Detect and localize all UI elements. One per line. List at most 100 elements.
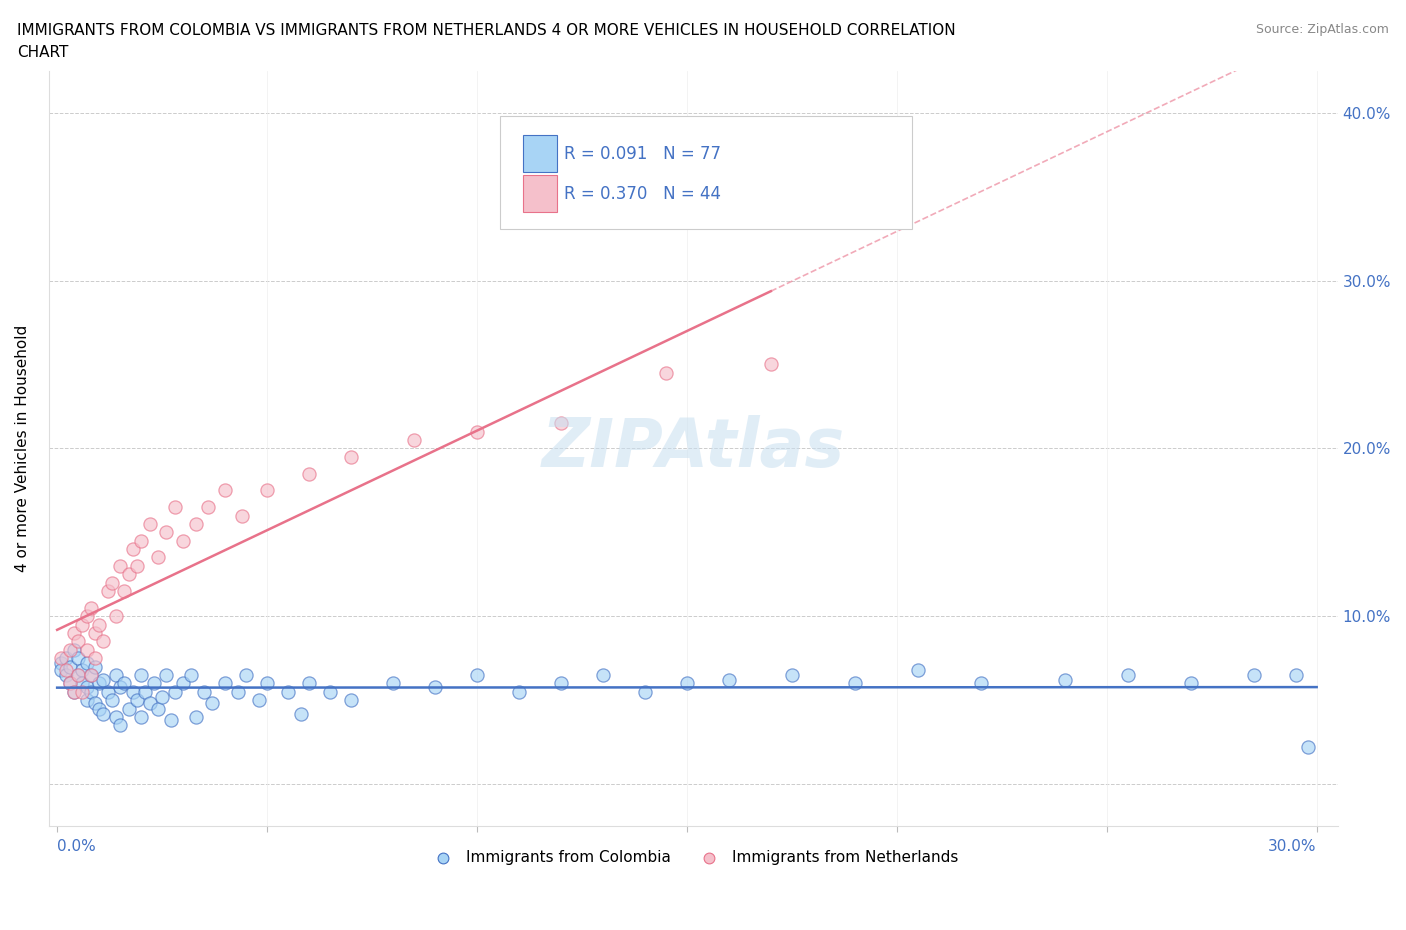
Point	[180, 668, 202, 683]
Point	[80, 601, 103, 616]
Point	[125, 558, 148, 573]
Point	[142, 676, 165, 691]
Point	[256, 483, 278, 498]
Text: ZIPAtlas: ZIPAtlas	[541, 416, 845, 482]
Point	[844, 676, 866, 691]
Point	[214, 676, 236, 691]
Point	[235, 668, 257, 683]
Point	[129, 533, 152, 548]
Text: IMMIGRANTS FROM COLOMBIA VS IMMIGRANTS FROM NETHERLANDS 4 OR MORE VEHICLES IN HO: IMMIGRANTS FROM COLOMBIA VS IMMIGRANTS F…	[17, 23, 956, 38]
Point	[84, 651, 107, 666]
Point	[340, 449, 363, 464]
Point	[172, 533, 194, 548]
Point	[465, 424, 488, 439]
Point	[298, 466, 321, 481]
Point	[51, 656, 73, 671]
Point	[402, 432, 425, 447]
Point	[907, 662, 929, 677]
Point	[117, 701, 139, 716]
Point	[163, 499, 186, 514]
Point	[55, 651, 77, 666]
Point	[104, 609, 127, 624]
Point	[256, 676, 278, 691]
Point	[214, 483, 236, 498]
Point	[226, 684, 249, 699]
Point	[247, 693, 270, 708]
Point	[319, 684, 342, 699]
Point	[72, 662, 94, 677]
Point	[72, 676, 94, 691]
Point	[63, 684, 86, 699]
Point	[104, 668, 127, 683]
Point	[72, 618, 94, 632]
Point	[1285, 668, 1308, 683]
Point	[655, 365, 678, 380]
Point	[550, 676, 572, 691]
Point	[676, 676, 699, 691]
Point	[121, 541, 143, 556]
Point	[172, 676, 194, 691]
Point	[76, 656, 98, 671]
Legend: Immigrants from Colombia, Immigrants from Netherlands: Immigrants from Colombia, Immigrants fro…	[422, 844, 965, 871]
Point	[84, 696, 107, 711]
Point	[84, 659, 107, 674]
FancyBboxPatch shape	[501, 116, 912, 230]
Point	[146, 550, 169, 565]
Point	[340, 693, 363, 708]
Point	[72, 684, 94, 699]
Point	[423, 679, 446, 694]
Point	[117, 566, 139, 581]
Point	[100, 576, 122, 591]
Point	[780, 668, 803, 683]
Point	[76, 643, 98, 658]
Point	[1296, 739, 1319, 754]
Point	[1180, 676, 1202, 691]
Point	[51, 662, 73, 677]
Point	[59, 643, 82, 658]
Point	[155, 525, 177, 539]
Text: R = 0.091   N = 77: R = 0.091 N = 77	[564, 145, 721, 163]
Point	[104, 710, 127, 724]
Point	[197, 499, 219, 514]
Point	[63, 684, 86, 699]
Point	[59, 659, 82, 674]
Point	[59, 676, 82, 691]
Point	[100, 693, 122, 708]
Text: R = 0.370   N = 44: R = 0.370 N = 44	[564, 185, 721, 203]
Point	[67, 668, 90, 683]
Point	[63, 626, 86, 641]
Point	[96, 584, 118, 599]
Point	[112, 676, 135, 691]
FancyBboxPatch shape	[523, 135, 557, 172]
Point	[67, 651, 90, 666]
Point	[1243, 668, 1265, 683]
Point	[1053, 672, 1076, 687]
Y-axis label: 4 or more Vehicles in Household: 4 or more Vehicles in Household	[15, 325, 30, 572]
Point	[76, 609, 98, 624]
Point	[91, 634, 114, 649]
Point	[201, 696, 224, 711]
Point	[138, 516, 160, 531]
Point	[290, 706, 312, 721]
Point	[108, 718, 131, 733]
Point	[159, 712, 181, 727]
Point	[146, 701, 169, 716]
Point	[108, 558, 131, 573]
Point	[84, 626, 107, 641]
Point	[91, 672, 114, 687]
Point	[108, 679, 131, 694]
FancyBboxPatch shape	[523, 175, 557, 212]
Point	[717, 672, 740, 687]
Point	[298, 676, 321, 691]
Point	[129, 710, 152, 724]
Point	[277, 684, 299, 699]
Point	[155, 668, 177, 683]
Point	[134, 684, 156, 699]
Text: CHART: CHART	[17, 45, 69, 60]
Point	[112, 584, 135, 599]
Text: 0.0%: 0.0%	[58, 840, 96, 855]
Point	[184, 710, 207, 724]
Point	[96, 684, 118, 699]
Point	[89, 701, 111, 716]
Point	[67, 668, 90, 683]
